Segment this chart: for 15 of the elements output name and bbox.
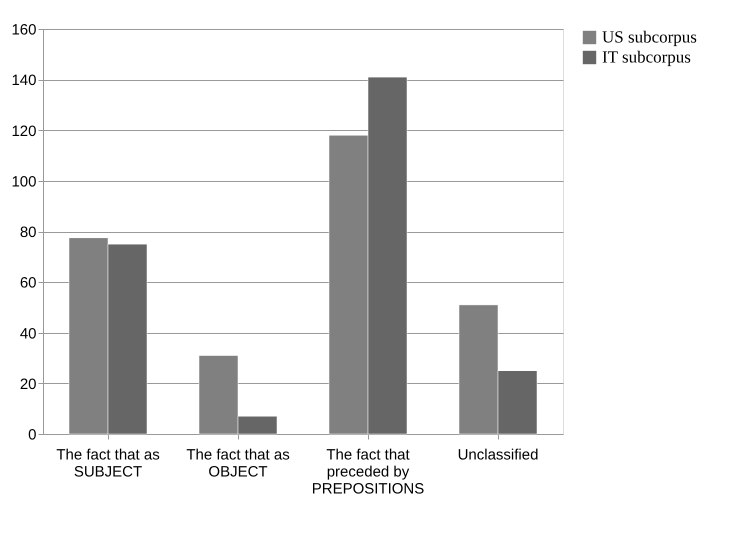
y-tick-label: 40 bbox=[20, 325, 36, 342]
y-tick-label: 20 bbox=[20, 376, 36, 393]
y-tick-label: 100 bbox=[11, 173, 36, 190]
x-tick-label: The fact that as SUBJECT bbox=[56, 446, 160, 480]
legend-label: IT subcorpus bbox=[602, 48, 691, 66]
x-tick-label: Unclassified bbox=[458, 446, 538, 464]
y-tick-label: 140 bbox=[11, 72, 36, 90]
x-tick-label: The fact that preceded by PREPOSITIONS bbox=[312, 446, 424, 498]
legend-label: US subcorpus bbox=[602, 28, 697, 46]
y-tick-label: 0 bbox=[28, 426, 36, 444]
x-tick-label: The fact that as OBJECT bbox=[186, 446, 290, 480]
y-tick-label: 160 bbox=[11, 22, 36, 38]
y-tick-label: 80 bbox=[20, 224, 36, 241]
y-tick-label: 60 bbox=[20, 274, 36, 292]
y-tick-label: 120 bbox=[11, 122, 36, 140]
